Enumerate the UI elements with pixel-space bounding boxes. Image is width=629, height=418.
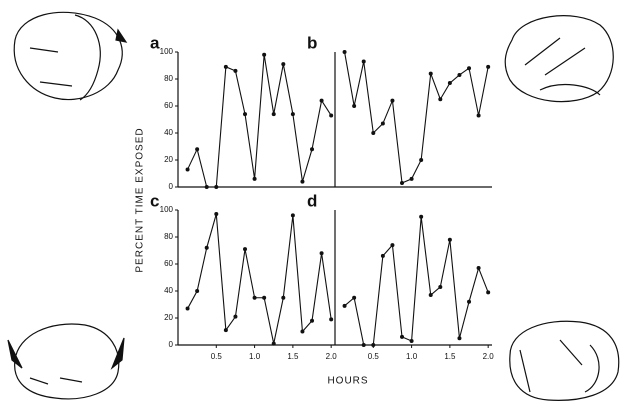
x-tick-label: 1.5 [444, 352, 456, 361]
data-point [195, 147, 200, 152]
data-point [319, 98, 324, 103]
data-point [390, 243, 395, 248]
data-point [371, 343, 376, 347]
data-point [390, 98, 395, 103]
data-point [419, 158, 424, 162]
data-point [300, 179, 305, 184]
data-point [223, 328, 228, 333]
data-point [300, 329, 305, 334]
data-point [214, 212, 219, 217]
x-tick-label: 1.0 [249, 352, 261, 361]
data-point [476, 266, 481, 271]
y-tick-label: 60 [164, 259, 173, 268]
data-point [409, 176, 414, 181]
data-point [233, 68, 238, 73]
data-point [486, 290, 491, 295]
data-point [233, 314, 238, 319]
data-point [262, 295, 267, 300]
data-point [400, 334, 405, 339]
data-point [447, 237, 452, 242]
data-line [344, 216, 489, 346]
data-point [342, 303, 347, 308]
y-tick-label: 20 [164, 313, 173, 322]
data-point [329, 317, 334, 322]
y-tick-label: 100 [160, 205, 174, 214]
data-line [344, 51, 489, 184]
data-point [310, 318, 315, 323]
y-tick-label: 100 [160, 47, 174, 56]
data-point [419, 214, 424, 219]
animal-sketch [13, 11, 128, 101]
data-point [243, 112, 248, 117]
x-tick-label: 1.0 [406, 352, 418, 361]
y-tick-label: 80 [164, 74, 173, 83]
data-point [380, 253, 385, 258]
x-tick-label: 2.0 [483, 352, 495, 361]
data-line [187, 54, 332, 188]
data-point [281, 295, 286, 300]
data-point [447, 81, 452, 86]
data-point [438, 284, 443, 289]
data-point [380, 121, 385, 126]
data-point [290, 213, 295, 218]
data-point [342, 50, 347, 54]
animal-sketch [504, 15, 614, 103]
y-tick-label: 0 [169, 340, 174, 349]
data-point [409, 338, 414, 343]
data-point [400, 180, 405, 185]
data-point [329, 113, 334, 118]
panel-label: c [150, 191, 159, 210]
data-point [476, 113, 481, 118]
data-point [185, 306, 190, 311]
data-point [310, 147, 315, 152]
data-point [271, 341, 276, 346]
data-point [486, 64, 491, 69]
panel-label: b [307, 33, 317, 52]
animal-sketch [7, 323, 125, 400]
y-tick-label: 40 [164, 286, 173, 295]
data-point [361, 59, 366, 64]
data-point [361, 343, 366, 347]
data-point [195, 289, 200, 293]
panel-label: d [307, 191, 317, 210]
data-point [371, 131, 376, 135]
y-tick-label: 40 [164, 128, 173, 137]
animal-sketch [509, 320, 620, 401]
panel-label: a [150, 33, 160, 52]
data-point [438, 97, 443, 102]
data-point [457, 336, 462, 341]
data-point [204, 185, 209, 189]
data-point [252, 295, 257, 300]
x-axis-title: HOURS [327, 376, 368, 387]
data-point [428, 293, 433, 298]
y-tick-label: 0 [169, 182, 174, 191]
data-point [319, 251, 324, 256]
data-point [214, 185, 219, 189]
x-tick-label: 1.5 [287, 352, 299, 361]
x-tick-label: 0.5 [211, 352, 223, 361]
data-point [457, 72, 462, 77]
data-point [204, 245, 209, 250]
data-point [352, 295, 357, 300]
data-point [467, 299, 472, 304]
y-tick-label: 20 [164, 155, 173, 164]
x-tick-label: 2.0 [326, 352, 338, 361]
data-point [271, 112, 276, 117]
data-point [252, 176, 257, 181]
data-line [187, 213, 332, 344]
data-point [467, 66, 472, 71]
data-point [290, 112, 295, 117]
data-point [281, 62, 286, 67]
data-point [352, 104, 357, 108]
data-point [185, 167, 190, 172]
data-point [262, 52, 267, 57]
data-point [428, 71, 433, 76]
y-axis-title: PERCENT TIME EXPOSED [135, 127, 146, 272]
x-tick-label: 0.5 [368, 352, 380, 361]
data-point [243, 247, 248, 252]
y-tick-label: 60 [164, 101, 173, 110]
data-point [223, 64, 228, 69]
y-tick-label: 80 [164, 232, 173, 241]
